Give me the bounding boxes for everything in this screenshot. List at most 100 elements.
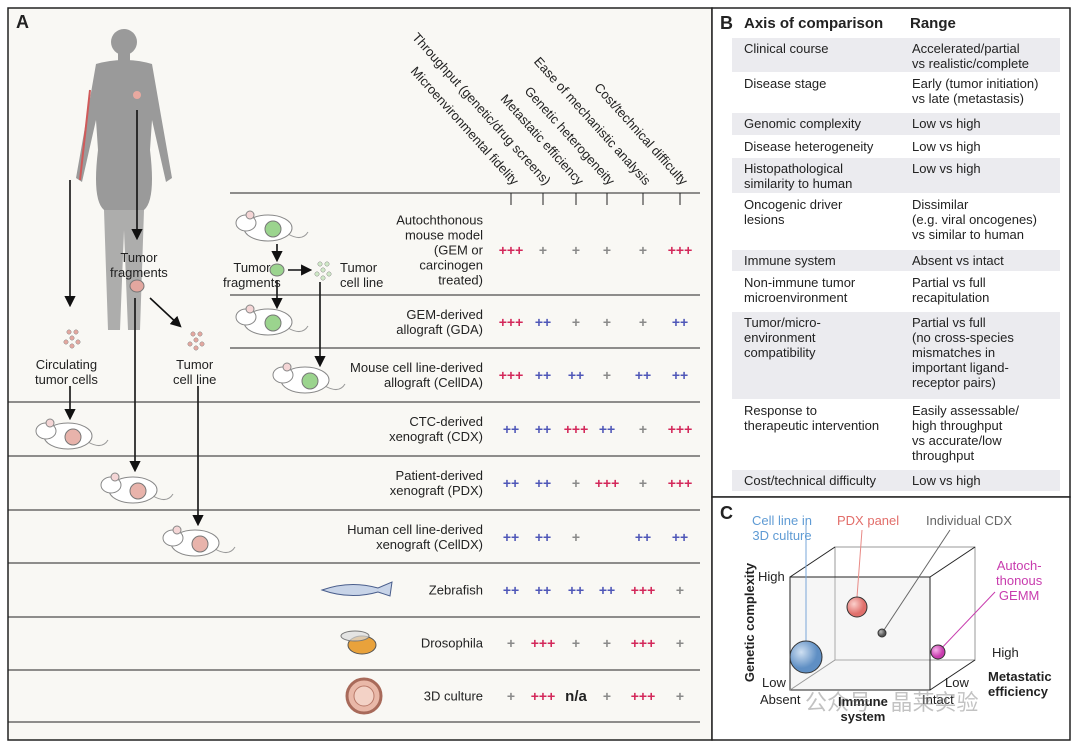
mouse	[35, 418, 109, 450]
axis-name: Immune system	[744, 253, 836, 268]
rating: +++	[631, 582, 656, 598]
row-label: Human cell line-derived xenograft (CellD…	[347, 522, 483, 552]
diagram-label: Tumor cell line	[173, 357, 217, 387]
model-label: Cell line in 3D culture	[752, 513, 812, 543]
mouse-ear	[172, 525, 182, 535]
cell	[193, 345, 199, 351]
range: Partial vs full (no cross-species mismat…	[912, 315, 1014, 390]
tumor-fragment	[269, 263, 285, 277]
model-label: Autoch- thonous GEMM	[996, 558, 1043, 603]
rating: +	[539, 242, 547, 258]
column-header: Axis of comparison	[744, 15, 884, 32]
rating: +++	[595, 475, 620, 491]
range: Accelerated/partial vs realistic/complet…	[912, 41, 1030, 71]
axis-name: Histopathological similarity to human	[744, 161, 853, 191]
mouse-ear	[245, 304, 255, 314]
mouse	[100, 472, 174, 504]
axis-tick: Intact	[922, 692, 954, 707]
rating: ++	[535, 314, 551, 330]
row-shade	[732, 158, 1060, 193]
rating: +	[603, 688, 611, 704]
rating: +	[639, 475, 647, 491]
diagram-label: Circulating tumor cells	[35, 357, 98, 387]
diagram-label: Tumor fragments	[223, 260, 281, 290]
axis-tick: Absent	[760, 692, 801, 707]
tumor	[191, 535, 209, 553]
row-label: Mouse cell line-derived allograft (CellD…	[350, 360, 483, 390]
mouse-tail	[214, 546, 236, 553]
rating: ++	[599, 582, 615, 598]
rating: ++	[635, 529, 651, 545]
mouse	[272, 362, 346, 394]
rating: ++	[503, 529, 519, 545]
cell	[190, 331, 196, 337]
spheroid-core	[353, 685, 375, 707]
rating: +	[572, 635, 580, 651]
row-label: Zebrafish	[428, 582, 483, 598]
model-label: PDX panel	[837, 513, 900, 528]
cell	[193, 337, 199, 343]
mouse	[235, 304, 309, 336]
model-label: Individual CDX	[926, 513, 1012, 528]
rating: ++	[535, 529, 551, 545]
rating: ++	[503, 475, 519, 491]
rating: ++	[535, 582, 551, 598]
range: Low vs high	[912, 116, 981, 131]
rating: ++	[672, 314, 688, 330]
axis-tick: High	[992, 645, 1019, 660]
rating: +	[676, 688, 684, 704]
rating: +	[639, 421, 647, 437]
cell	[63, 339, 69, 345]
range: Low vs high	[912, 473, 981, 488]
cell	[320, 275, 326, 281]
mouse-ear	[245, 210, 255, 220]
cell	[69, 335, 75, 341]
cube	[789, 525, 996, 691]
mouse-ear	[45, 418, 55, 428]
rating: +	[603, 242, 611, 258]
row-shade	[732, 312, 1060, 399]
sphere-gemm	[930, 644, 946, 660]
rating: ++	[599, 421, 615, 437]
mouse-tail	[87, 439, 109, 446]
rating: n/a	[565, 688, 587, 705]
rating: +++	[499, 314, 524, 330]
mouse-tail	[324, 383, 346, 390]
column-header: Range	[910, 15, 956, 32]
range: Absent vs intact	[912, 253, 1004, 268]
row-shade	[732, 470, 1060, 491]
rating: ++	[568, 582, 584, 598]
axis-name: Tumor/micro- environment compatibility	[744, 315, 821, 360]
rating: +	[507, 635, 515, 651]
panel-label: B	[720, 13, 733, 33]
row-shade	[732, 250, 1060, 271]
row-shade	[732, 38, 1060, 72]
axis-tick: Low	[945, 675, 969, 690]
rating: +	[639, 314, 647, 330]
rating: ++	[568, 367, 584, 383]
rating: +	[676, 582, 684, 598]
rating: ++	[503, 421, 519, 437]
rating: +	[572, 314, 580, 330]
rating: ++	[635, 367, 651, 383]
row-label: 3D culture	[423, 688, 483, 704]
axis-name: Non-immune tumor microenvironment	[744, 275, 856, 305]
tumor-fragment	[129, 279, 145, 293]
human-figure	[76, 29, 172, 330]
range: Dissimilar (e.g. viral oncogenes) vs sim…	[912, 197, 1038, 242]
row-label: Drosophila	[420, 635, 483, 651]
rating: +++	[564, 421, 589, 437]
rating: +++	[531, 635, 556, 651]
rating: +	[676, 635, 684, 651]
mouse	[162, 525, 236, 557]
range: Low vs high	[912, 139, 981, 154]
rating: +	[639, 242, 647, 258]
axis-name: Clinical course	[744, 41, 829, 56]
rating: ++	[535, 421, 551, 437]
rating: +++	[668, 475, 693, 491]
diagram-label: Tumor cell line	[340, 260, 384, 290]
diagram-label: Tumor fragments	[110, 250, 168, 280]
row-label: Patient-derived xenograft (PDX)	[389, 468, 483, 498]
